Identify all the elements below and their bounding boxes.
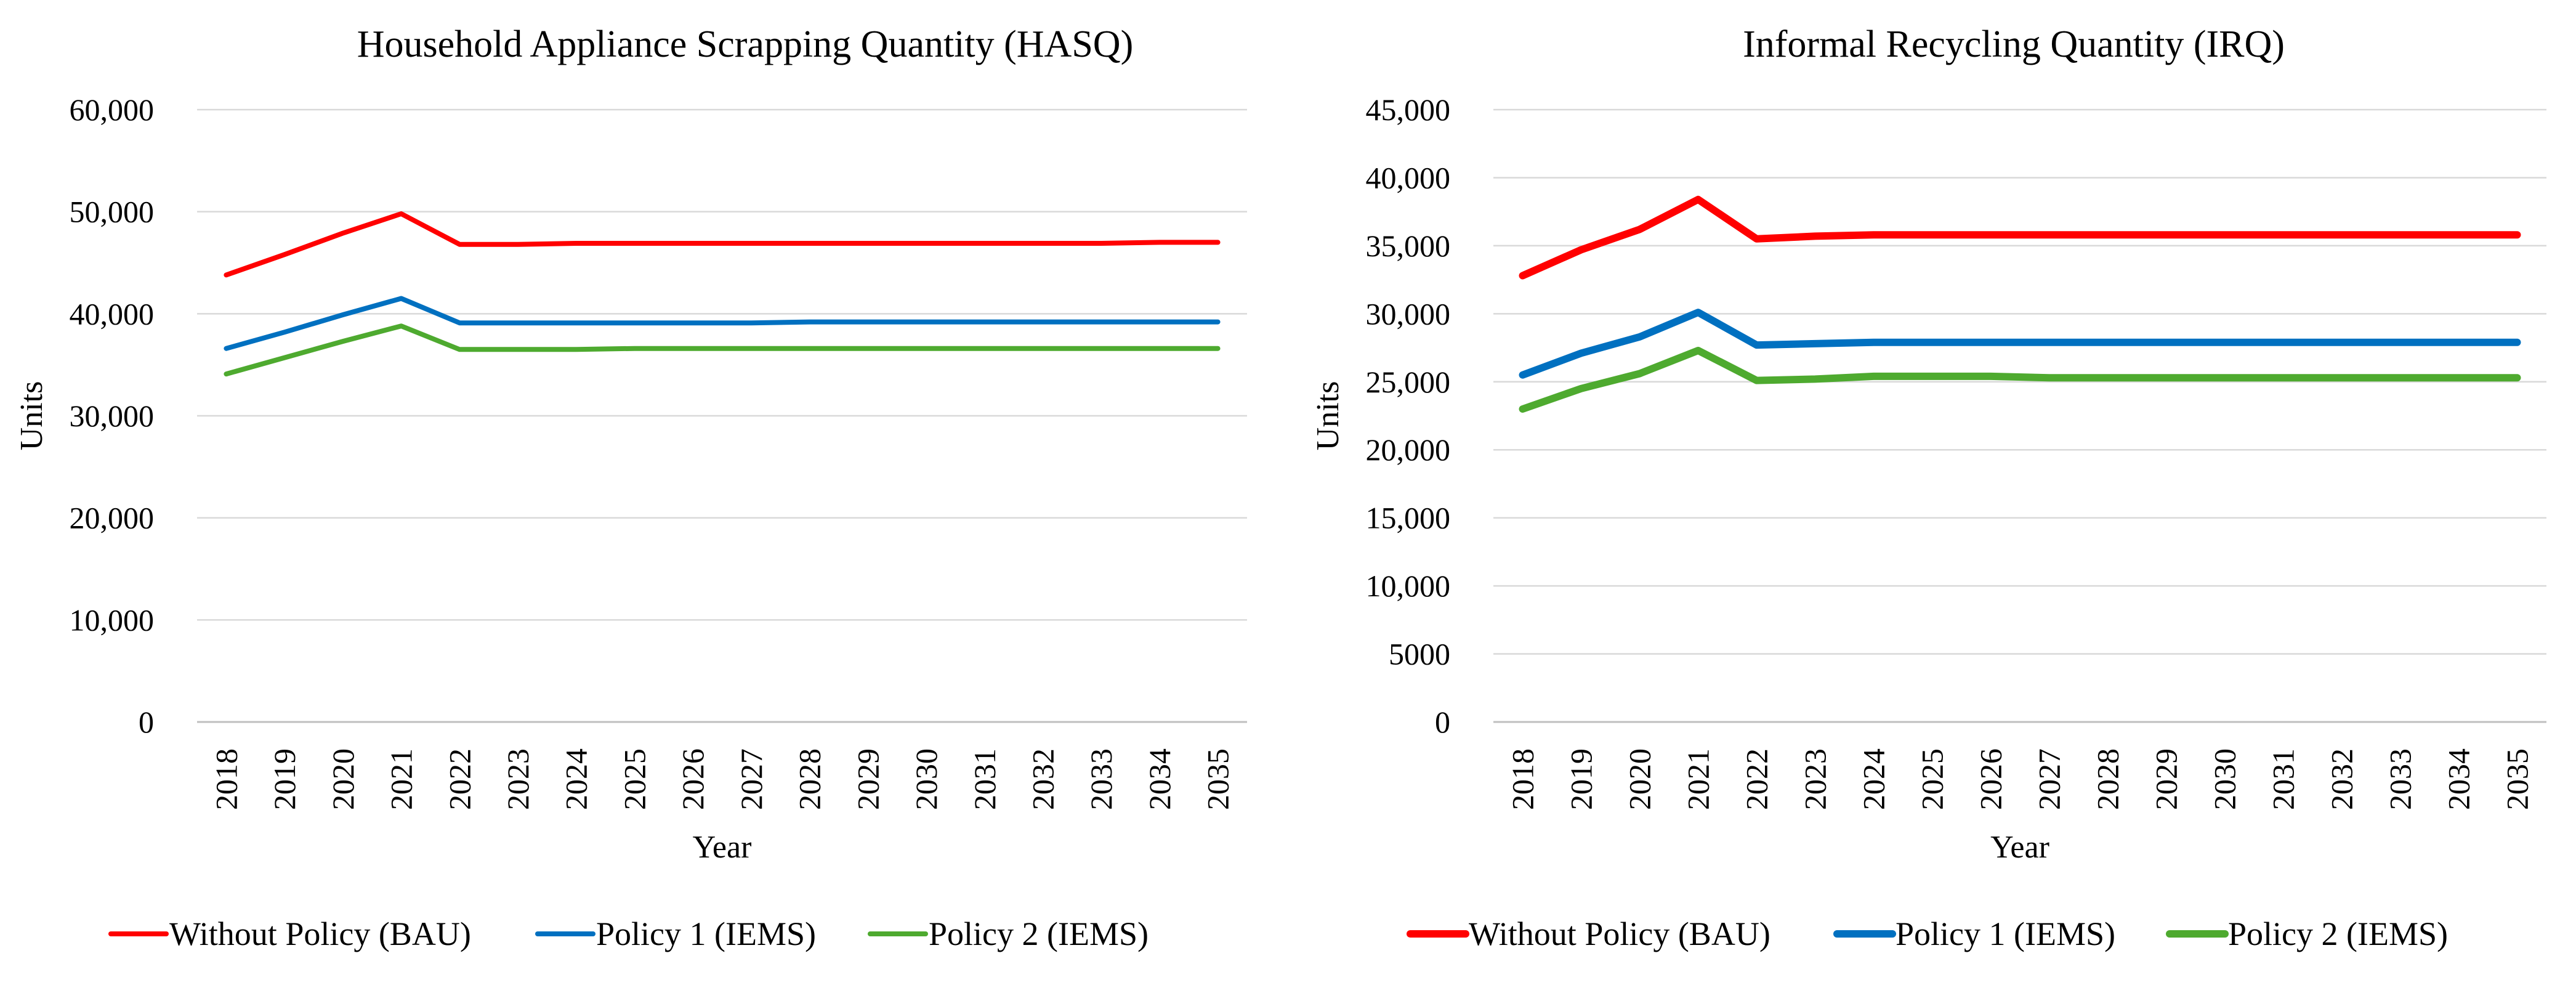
y-tick-label: 0	[1435, 705, 1450, 739]
x-tick-label: 2023	[1798, 748, 1833, 810]
x-tick-label: 2023	[501, 748, 535, 810]
x-tick-label: 2019	[1564, 748, 1599, 810]
x-tick-label: 2021	[384, 748, 419, 810]
x-tick-label: 2018	[209, 748, 243, 810]
legend-label: Policy 1 (IEMS)	[1896, 915, 2115, 952]
y-tick-label: 15,000	[1366, 501, 1451, 535]
x-tick-label: 2033	[1084, 748, 1118, 810]
x-tick-label: 2033	[2383, 748, 2418, 810]
x-tick-label: 2024	[1857, 748, 1891, 810]
y-tick-label: 30,000	[1366, 296, 1451, 331]
series-line-1	[1519, 195, 2521, 280]
x-tick-label: 2019	[267, 748, 302, 810]
x-tick-label: 2026	[676, 748, 710, 810]
x-tick-label: 2034	[1142, 748, 1177, 810]
x-tick-label: 2025	[617, 748, 652, 810]
y-tick-label: 5000	[1389, 637, 1450, 671]
x-tick-label: 2021	[1681, 748, 1716, 810]
x-tick-label: 2028	[2091, 748, 2125, 810]
legend-label: Without Policy (BAU)	[1469, 915, 1770, 952]
x-tick-label: 2031	[2266, 748, 2301, 810]
y-tick-label: 45,000	[1366, 92, 1451, 127]
y-axis-label: Units	[14, 381, 49, 451]
series-line-2	[224, 296, 1221, 351]
y-tick-label: 30,000	[70, 399, 155, 433]
y-tick-label: 20,000	[70, 501, 155, 535]
x-tick-label: 2026	[1974, 748, 2008, 810]
legend-entry-2: Policy 1 (IEMS)	[535, 915, 816, 952]
x-tick-label: 2029	[2149, 748, 2184, 810]
x-tick-label: 2034	[2442, 748, 2476, 810]
y-axis-label: Units	[1310, 381, 1346, 451]
y-tick-label: 0	[139, 705, 154, 739]
x-axis-label: Year	[1990, 830, 2049, 865]
legend-label: Policy 2 (IEMS)	[2228, 915, 2448, 952]
x-tick-label: 2032	[2325, 748, 2359, 810]
legend-entry-3: Policy 2 (IEMS)	[868, 915, 1149, 952]
y-tick-label: 25,000	[1366, 365, 1451, 399]
legend-label: Policy 1 (IEMS)	[596, 915, 816, 952]
x-tick-label: 2035	[2500, 748, 2535, 810]
x-tick-label: 2028	[793, 748, 827, 810]
y-tick-label: 10,000	[1366, 569, 1451, 603]
x-tick-label: 2029	[850, 748, 885, 810]
legend-label: Policy 2 (IEMS)	[929, 915, 1149, 952]
y-tick-label: 35,000	[1366, 229, 1451, 263]
y-tick-label: 40,000	[1366, 160, 1451, 195]
x-tick-label: 2018	[1506, 748, 1540, 810]
chart-title: Household Appliance Scrapping Quantity (…	[357, 23, 1133, 65]
series-line-2	[1519, 309, 2521, 379]
chart-title: Informal Recycling Quantity (IRQ)	[1743, 23, 2285, 65]
chart-2: Informal Recycling Quantity (IRQ) 0 5000 10…	[1310, 23, 2546, 952]
x-tick-label: 2032	[1025, 748, 1060, 810]
x-tick-label: 2024	[559, 748, 594, 810]
x-tick-label: 2022	[442, 748, 477, 810]
y-tick-label: 40,000	[70, 296, 155, 331]
series-line-1	[224, 211, 1221, 278]
series-line-3	[224, 323, 1221, 377]
legend-entry-1: Without Policy (BAU)	[1407, 915, 1770, 952]
legend-entry-1: Without Policy (BAU)	[108, 915, 471, 952]
x-tick-label: 2035	[1201, 748, 1235, 810]
series-line-3	[1519, 347, 2521, 413]
x-tick-label: 2020	[1623, 748, 1657, 810]
y-tick-label: 50,000	[70, 195, 155, 229]
legend-entry-3: Policy 2 (IEMS)	[2166, 915, 2448, 952]
legend-entry-2: Policy 1 (IEMS)	[1833, 915, 2115, 952]
x-tick-label: 2027	[2032, 748, 2067, 810]
y-tick-label: 20,000	[1366, 432, 1451, 467]
chart-1: Household Appliance Scrapping Quantity (…	[14, 23, 1247, 952]
x-tick-label: 2027	[734, 748, 769, 810]
x-tick-label: 2031	[967, 748, 1002, 810]
x-tick-label: 2022	[1740, 748, 1774, 810]
x-tick-label: 2030	[909, 748, 943, 810]
y-tick-label: 10,000	[70, 602, 155, 637]
legend-label: Without Policy (BAU)	[169, 915, 471, 952]
x-axis-label: Year	[693, 830, 752, 865]
x-tick-label: 2030	[2208, 748, 2242, 810]
x-tick-label: 2025	[1915, 748, 1950, 810]
x-tick-label: 2020	[326, 748, 360, 810]
y-tick-label: 60,000	[70, 92, 155, 127]
